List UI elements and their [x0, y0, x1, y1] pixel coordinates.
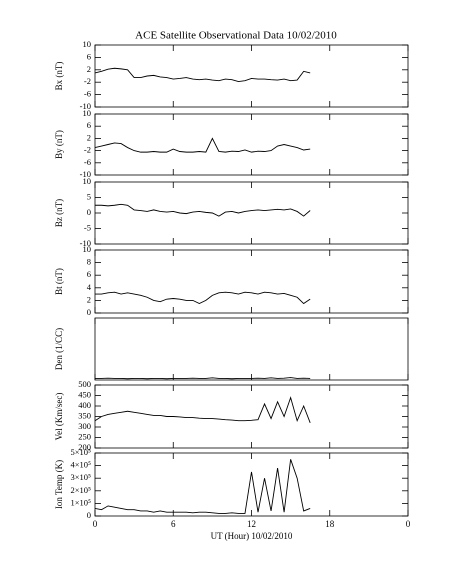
x-tick-label: 18 — [325, 519, 335, 529]
y-tick-label: -2 — [84, 76, 91, 86]
y-tick-label: 200 — [78, 442, 91, 452]
y-tick-label: 2×10⁵ — [70, 485, 91, 495]
y-axis-label: Bx (nT) — [54, 62, 64, 91]
y-tick-label: 4 — [87, 282, 92, 292]
panel-frame — [94, 317, 409, 381]
x-tick-label: 12 — [247, 519, 256, 529]
y-tick-label: 450 — [78, 389, 91, 399]
y-tick-label: 10 — [83, 176, 92, 186]
y-axis-label: Vel (Km/sec) — [54, 393, 64, 441]
y-tick-label: 300 — [78, 421, 91, 431]
y-tick-label: 0 — [87, 510, 91, 520]
y-tick-label: 1×10⁵ — [70, 497, 91, 507]
y-tick-label: 2 — [87, 132, 91, 142]
x-tick-label: 6 — [171, 519, 176, 529]
y-tick-label: 10 — [83, 39, 92, 49]
data-line — [95, 377, 311, 380]
x-axis-label: UT (Hour) 10/02/2010 — [211, 531, 293, 541]
data-line — [94, 396, 311, 423]
y-tick-label: 5×10⁵ — [70, 447, 91, 457]
y-tick-label: 2 — [87, 294, 91, 304]
data-line — [94, 137, 311, 153]
y-tick-label: 6 — [87, 51, 91, 61]
y-tick-label: 10 — [83, 108, 92, 118]
y-tick-label: 5 — [87, 191, 91, 201]
panel-frame — [94, 44, 409, 108]
y-axis-label: Bt (nT) — [54, 268, 64, 295]
panel-frame — [94, 384, 409, 449]
panel-frame — [94, 113, 409, 176]
panel-frame — [94, 181, 409, 245]
y-tick-label: 3×10⁵ — [70, 472, 91, 482]
y-tick-label: -5 — [84, 222, 91, 232]
y-tick-label: -6 — [84, 157, 91, 167]
y-axis-label: By (nT) — [54, 130, 64, 159]
y-tick-label: -10 — [80, 238, 91, 248]
y-tick-label: -10 — [80, 169, 91, 179]
panel-frame — [94, 452, 409, 517]
chart-title: ACE Satellite Observational Data 10/02/2… — [135, 30, 337, 42]
y-tick-label: 0 — [87, 307, 91, 317]
data-line — [94, 67, 311, 83]
data-line — [94, 459, 311, 514]
x-tick-label: 0 — [406, 519, 411, 529]
y-tick-label: 500 — [78, 379, 91, 389]
y-axis-label: Den (1/CC) — [54, 328, 64, 370]
panel-frame — [94, 249, 409, 314]
y-tick-label: 6 — [87, 120, 91, 130]
y-axis-label: Bz (nT) — [54, 199, 64, 227]
y-tick-label: 6 — [87, 269, 91, 279]
data-line — [95, 291, 311, 305]
y-tick-label: 10 — [83, 244, 92, 254]
y-tick-label: 350 — [78, 410, 91, 420]
y-tick-label: 250 — [78, 431, 91, 441]
y-tick-label: 8 — [87, 257, 91, 267]
y-tick-label: 2 — [87, 64, 91, 74]
x-tick-label: 0 — [93, 519, 98, 529]
data-line — [95, 203, 311, 217]
y-axis-label: Ion Temp (K) — [54, 460, 64, 509]
y-tick-label: -6 — [84, 89, 91, 99]
y-tick-label: -10 — [80, 101, 91, 111]
y-tick-label: 0 — [87, 207, 91, 217]
y-tick-label: 400 — [78, 400, 91, 410]
y-tick-label: -2 — [84, 145, 91, 155]
y-tick-label: 4×10⁵ — [70, 460, 91, 470]
